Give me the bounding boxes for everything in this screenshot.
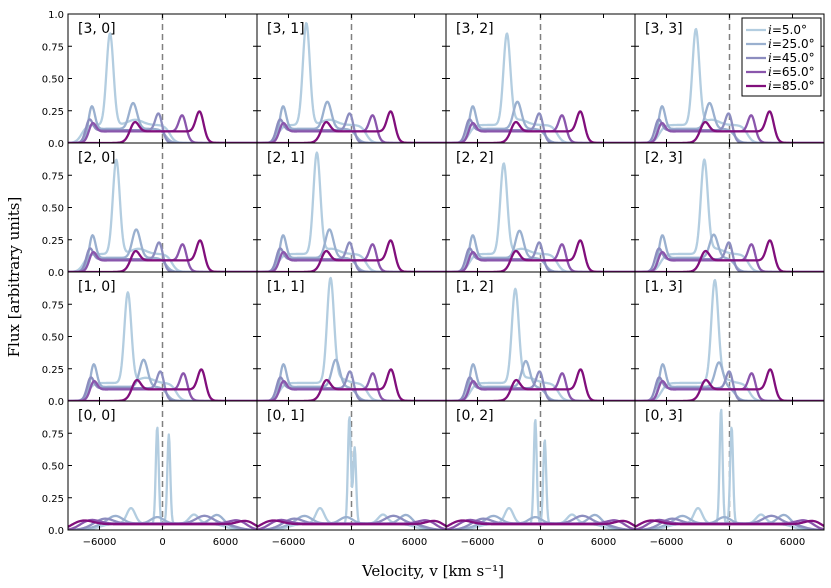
series-line-i-85.0 <box>635 519 824 528</box>
panel-3-2: [3, 2] <box>445 13 636 144</box>
x-tick-label: 6000 <box>780 537 805 548</box>
series-line-i-5.0 <box>446 32 635 143</box>
panel-label: [0, 1] <box>267 408 305 424</box>
panel-1-0: 0.0 0.25 0.50 0.75 [1, 0] <box>42 271 258 408</box>
x-tick-label: −6000 <box>83 537 117 548</box>
x-tick-label: 0 <box>537 537 543 548</box>
panel-0-1: −6000 0 6000 [0, 1] <box>256 400 447 548</box>
x-tick-label: 0 <box>159 537 165 548</box>
panel-2-1: [2, 1] <box>256 142 447 273</box>
panel-2-3: [2, 3] <box>634 142 825 273</box>
panel-label: [3, 2] <box>456 21 494 37</box>
panel-label: [2, 2] <box>456 150 494 166</box>
panel-0-3: −6000 0 6000 [0, 3] <box>634 400 825 548</box>
series-line-i-85.0 <box>446 519 635 528</box>
panel-label: [3, 3] <box>645 21 683 37</box>
panel-label: [1, 3] <box>645 279 683 295</box>
series-line-i-85.0 <box>257 519 446 528</box>
panel-1-3: [1, 3] <box>634 271 825 402</box>
y-tick-label: 0.50 <box>42 333 64 344</box>
y-axis-label: Flux [arbitrary units] <box>5 197 23 358</box>
y-tick-label: 0.25 <box>42 236 64 247</box>
x-tick-label: 6000 <box>213 537 238 548</box>
y-tick-label: 0.0 <box>48 526 64 537</box>
panel-3-0: 0.0 0.25 0.50 0.75 1.0 [3, 0] <box>42 10 258 150</box>
panel-label: [2, 1] <box>267 150 305 166</box>
series-line-i-5.0 <box>446 162 635 272</box>
x-tick-label: 0 <box>348 537 354 548</box>
y-tick-label: 0.25 <box>42 365 64 376</box>
y-tick-label: 0.75 <box>42 429 64 440</box>
x-tick-label: −6000 <box>272 537 306 548</box>
y-tick-label: 0.25 <box>42 107 64 118</box>
x-tick-label: 6000 <box>402 537 427 548</box>
panel-2-2: [2, 2] <box>445 142 636 273</box>
panel-0-0: 0.0 0.25 0.50 0.75 −6000 0 6000 [0, 0] <box>42 400 258 548</box>
y-tick-label: 0.50 <box>42 204 64 215</box>
y-tick-label: 0.75 <box>42 171 64 182</box>
legend-entry: i=45.0° <box>768 51 815 65</box>
series-line-i-5.0 <box>635 27 824 143</box>
series-line-i-85.0 <box>68 110 257 143</box>
panel-label: [0, 0] <box>78 408 116 424</box>
panel-3-3: [3, 3] <box>634 13 825 144</box>
panel-1-1: [1, 1] <box>256 271 447 402</box>
panel-label: [1, 2] <box>456 279 494 295</box>
y-tick-label: 0.50 <box>42 75 64 86</box>
panel-3-1: [3, 1] <box>256 13 447 144</box>
y-tick-label: 0.0 <box>48 139 64 150</box>
panel-label: [1, 1] <box>267 279 305 295</box>
panel-label: [0, 3] <box>645 408 683 424</box>
panel-label: [2, 0] <box>78 150 116 166</box>
panel-0-2: −6000 0 6000 [0, 2] <box>445 400 636 548</box>
legend-entry: i=5.0° <box>768 23 807 37</box>
y-tick-label: 0.25 <box>42 494 64 505</box>
y-tick-label: 0.75 <box>42 42 64 53</box>
series-line-i-85.0 <box>68 519 257 528</box>
y-tick-label: 0.50 <box>42 462 64 473</box>
legend-entry: i=65.0° <box>768 65 815 79</box>
legend-entry: i=25.0° <box>768 37 815 51</box>
legend-entry: i=85.0° <box>768 79 815 93</box>
panel-label: [2, 3] <box>645 150 683 166</box>
panel-1-2: [1, 2] <box>445 271 636 402</box>
y-tick-label: 0.0 <box>48 397 64 408</box>
y-tick-label: 0.0 <box>48 268 64 279</box>
x-tick-label: −6000 <box>461 537 495 548</box>
x-tick-label: −6000 <box>650 537 684 548</box>
panel-label: [0, 2] <box>456 408 494 424</box>
legend: i=5.0°i=25.0°i=45.0°i=65.0°i=85.0° <box>741 17 822 97</box>
series-line-i-5.0 <box>635 408 824 530</box>
panel-label: [3, 1] <box>267 21 305 37</box>
x-axis-label: Velocity, v [km s⁻¹] <box>361 562 504 580</box>
series-line-i-5.0 <box>446 287 635 401</box>
panels: 0.0 0.25 0.50 0.75 1.0 [3, 0] [3, 1] [3, 2] [3, … <box>42 10 825 548</box>
y-tick-label: 1.0 <box>48 10 64 21</box>
series-line-i-25.0 <box>635 361 824 401</box>
panel-2-0: 0.0 0.25 0.50 0.75 [2, 0] <box>42 142 258 279</box>
x-tick-label: 6000 <box>591 537 616 548</box>
panel-label: [3, 0] <box>78 21 116 37</box>
x-tick-label: 0 <box>726 537 732 548</box>
panel-label: [1, 0] <box>78 279 116 295</box>
y-tick-label: 0.75 <box>42 300 64 311</box>
